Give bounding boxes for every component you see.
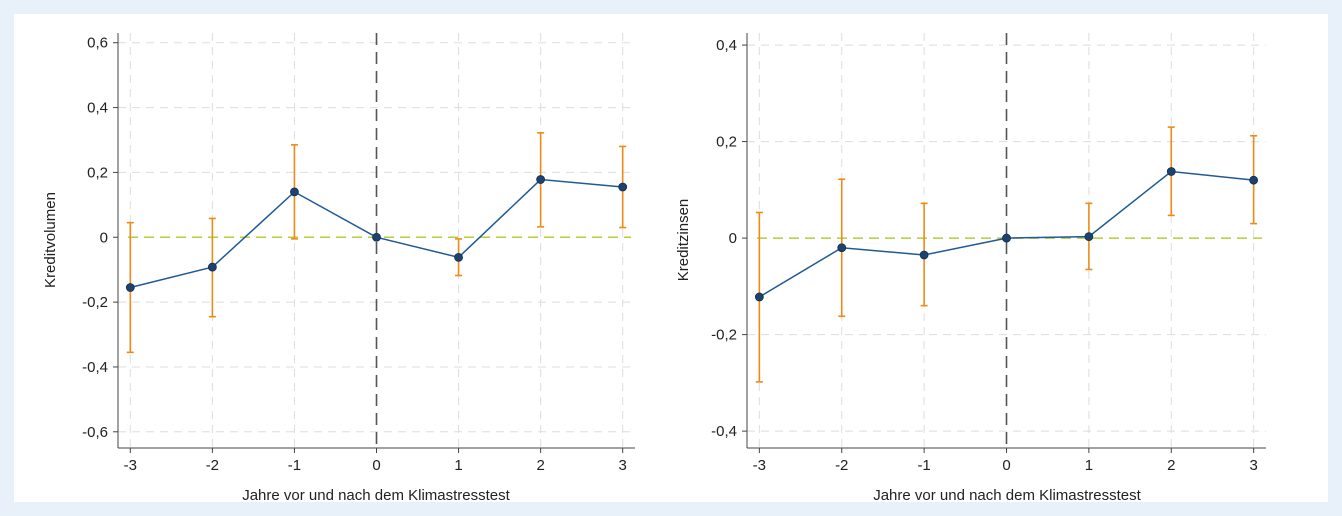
x-tick-label: -3 [753, 457, 766, 474]
x-tick-label: -2 [206, 457, 219, 474]
chart-left-xlabel: Jahre vor und nach dem Klimastresstest [242, 487, 510, 502]
x-tick-label: 2 [1167, 457, 1175, 474]
y-tick-label: -0,2 [711, 327, 737, 344]
x-tick-label: 0 [1002, 457, 1010, 474]
data-point [207, 262, 217, 272]
data-point [372, 232, 381, 242]
chart-canvas: Kreditvolumen Jahre vor und nach dem Kli… [42, 33, 1266, 502]
x-tick-label: 3 [1249, 457, 1257, 474]
chart-left-ylabel: Kreditvolumen [42, 192, 59, 288]
chart-right: Kreditzinsen Jahre vor und nach dem Klim… [675, 33, 1266, 502]
y-tick-label: 0,4 [87, 100, 108, 117]
x-tick-label: -1 [917, 457, 930, 474]
data-point [1166, 167, 1176, 176]
x-tick-label: -3 [124, 457, 137, 474]
x-tick-label: 1 [454, 457, 462, 474]
x-tick-label: -1 [288, 457, 301, 474]
data-point [536, 175, 546, 184]
y-tick-label: 0,2 [87, 164, 108, 181]
y-tick-label: 0 [729, 230, 737, 247]
x-tick-label: 3 [619, 457, 627, 474]
chart-left: Kreditvolumen Jahre vor und nach dem Kli… [42, 33, 635, 502]
y-tick-label: -0,4 [711, 423, 737, 440]
data-point [837, 243, 847, 253]
data-point [1002, 233, 1011, 243]
x-tick-label: 0 [372, 457, 380, 474]
x-tick-label: 2 [536, 457, 544, 474]
y-tick-label: 0 [100, 229, 108, 246]
y-tick-label: 0,2 [716, 134, 737, 151]
data-point [1249, 175, 1259, 185]
x-tick-label: -2 [835, 457, 848, 474]
y-tick-label: -0,2 [82, 294, 108, 311]
x-tick-label: 1 [1085, 457, 1093, 474]
data-point [454, 252, 463, 262]
data-point [618, 182, 628, 192]
data-point [754, 292, 764, 302]
data-point [290, 187, 299, 197]
data-point [1084, 232, 1094, 242]
chart-right-ylabel: Kreditzinsen [675, 199, 692, 282]
y-tick-label: 0,4 [716, 37, 737, 54]
y-tick-label: -0,6 [82, 424, 108, 441]
y-tick-label: -0,4 [82, 359, 108, 376]
y-tick-label: 0,6 [87, 35, 108, 52]
data-point [919, 250, 929, 260]
figure-panel: Kreditvolumen Jahre vor und nach dem Kli… [14, 14, 1328, 502]
chart-right-xlabel: Jahre vor und nach dem Klimastresstest [873, 487, 1141, 502]
data-point [125, 283, 135, 292]
